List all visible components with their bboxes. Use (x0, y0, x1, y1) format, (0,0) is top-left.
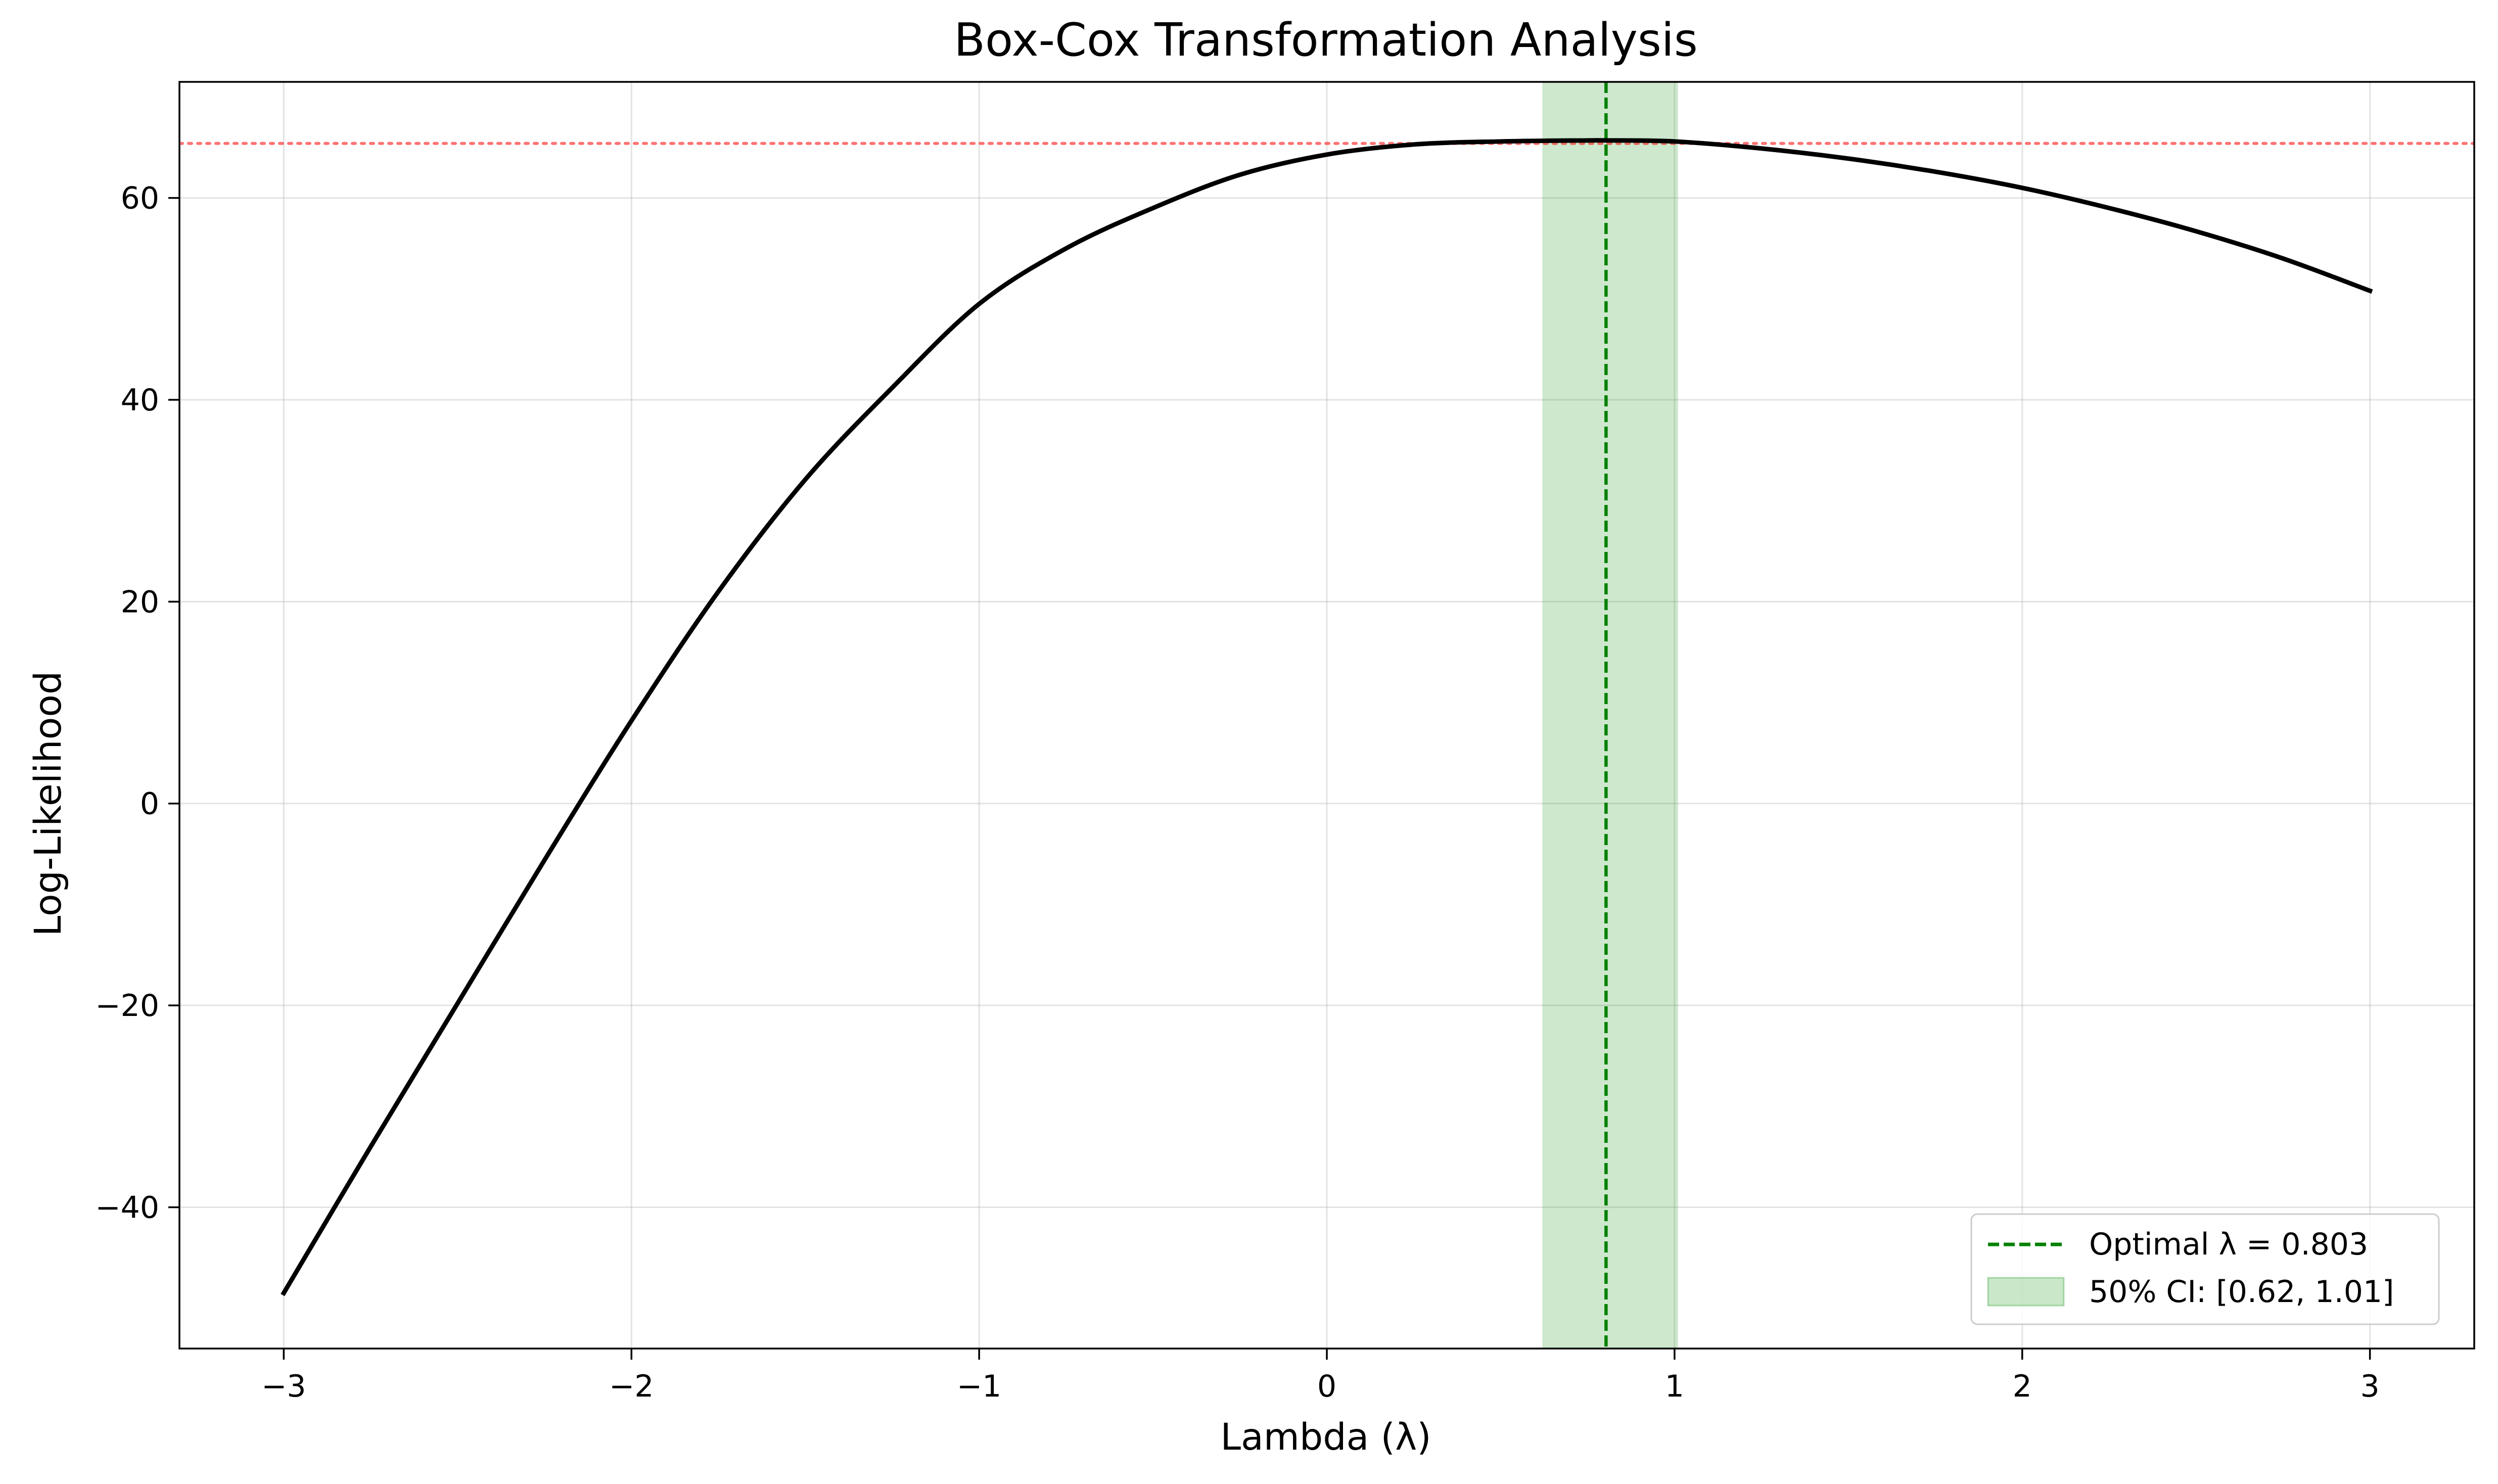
series-layer (281, 138, 2373, 1296)
legend-optimal-label: Optimal λ = 0.803 (2089, 1227, 2368, 1262)
reference-lines (179, 82, 2474, 1349)
y-axis-label: Log-Likelihood (27, 671, 70, 937)
x-tick-label: 0 (1317, 1369, 1336, 1404)
y-tick-label: −20 (95, 988, 159, 1024)
y-tick-label: 40 (121, 383, 159, 418)
y-tick-label: −40 (95, 1190, 159, 1225)
x-tick-label: 2 (2013, 1369, 2032, 1404)
axis-ticks: −3 −2 −1 0 1 2 3 −40 −20 0 20 40 60 (95, 181, 2379, 1404)
x-axis-label: Lambda (λ) (1220, 1416, 1431, 1459)
chart-title: Box-Cox Transformation Analysis (954, 14, 1697, 67)
y-tick-label: 0 (140, 786, 159, 822)
y-tick-label: 20 (121, 584, 159, 620)
ci-band-layer (1542, 82, 1678, 1349)
x-tick-label: −3 (261, 1369, 306, 1404)
legend-box (1970, 1213, 2440, 1325)
legend-ci-swatch (1987, 1277, 2065, 1307)
grid (179, 82, 2474, 1349)
legend-ci-label: 50% CI: [0.62, 1.01] (2089, 1274, 2394, 1310)
log-likelihood-curve (281, 138, 2373, 1296)
ci-band (1542, 82, 1678, 1349)
x-tick-label: −2 (609, 1369, 654, 1404)
y-tick-label: 60 (121, 181, 159, 216)
x-tick-label: 1 (1665, 1369, 1684, 1404)
legend: Optimal λ = 0.803 50% CI: [0.62, 1.01] (1970, 1213, 2440, 1325)
x-tick-label: −1 (957, 1369, 1001, 1404)
x-tick-label: 3 (2361, 1369, 2380, 1404)
